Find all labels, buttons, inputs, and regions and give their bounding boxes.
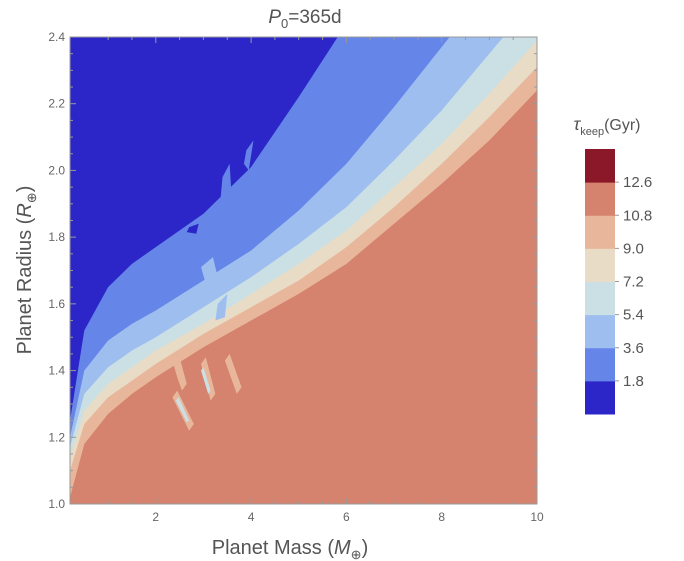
x-tick-label: 8 [438, 510, 445, 524]
colorbar-tick-label: 9.0 [623, 240, 644, 257]
colorbar: 1.8 3.6 5.4 7.2 9.0 10.8 12.6 [585, 149, 652, 415]
contour-island [243, 140, 254, 171]
y-tick-label: 1.0 [48, 497, 65, 511]
x-tick-label: 10 [530, 510, 544, 524]
x-tick-label: 4 [248, 510, 255, 524]
y-tick-label: 1.6 [48, 297, 65, 311]
contour-island [201, 257, 218, 284]
y-tick-label: 2.2 [48, 97, 65, 111]
x-tick-label: 6 [343, 510, 350, 524]
contour-island [215, 293, 228, 321]
contour-island [172, 357, 187, 391]
colorbar-segment [585, 314, 615, 349]
colorbar-tick-label: 12.6 [623, 174, 652, 191]
contour-islands [172, 140, 254, 431]
colorbar-segment [585, 347, 615, 382]
y-tick-label: 1.2 [48, 430, 65, 444]
colorbar-segment [585, 380, 615, 415]
colorbar-tick-label: 3.6 [623, 340, 644, 357]
contour-island [224, 353, 242, 394]
colorbar-segment [585, 182, 615, 216]
contour-island [201, 357, 216, 401]
colorbar-tick-label: 7.2 [623, 274, 644, 291]
y-tick-label: 1.4 [48, 364, 65, 378]
colorbar-tick-label: 5.4 [623, 307, 644, 324]
colorbar-tick-label: 10.8 [623, 207, 652, 224]
colorbar-title: τkeep(Gyr) [573, 114, 640, 138]
colorbar-tick-label: 1.8 [623, 373, 644, 390]
x-axis-title: Planet Mass (M⊕) [212, 537, 369, 561]
colorbar-segment [585, 248, 615, 282]
contour-band-12.6 [70, 90, 537, 504]
colorbar-segment [585, 215, 615, 249]
contour-island [175, 397, 190, 423]
plot-area [70, 37, 537, 504]
contour-island [186, 223, 199, 234]
y-axis: 1.0 1.2 1.4 1.6 1.8 2.0 2.2 2.4 [48, 30, 537, 511]
x-tick-label: 2 [152, 510, 159, 524]
y-axis-title: Planet Radius (R⊕) [14, 186, 39, 355]
contour-island [220, 163, 233, 224]
x-axis: 2 4 6 8 10 [107, 37, 544, 524]
y-tick-label: 1.8 [48, 230, 65, 244]
y-tick-label: 2.4 [48, 30, 65, 44]
colorbar-segment [585, 281, 615, 316]
colorbar-segment [585, 149, 615, 183]
y-tick-label: 2.0 [48, 163, 65, 177]
contour-island [201, 367, 211, 394]
chart-title: P0=365d [268, 7, 341, 31]
contour-bands [70, 37, 537, 504]
